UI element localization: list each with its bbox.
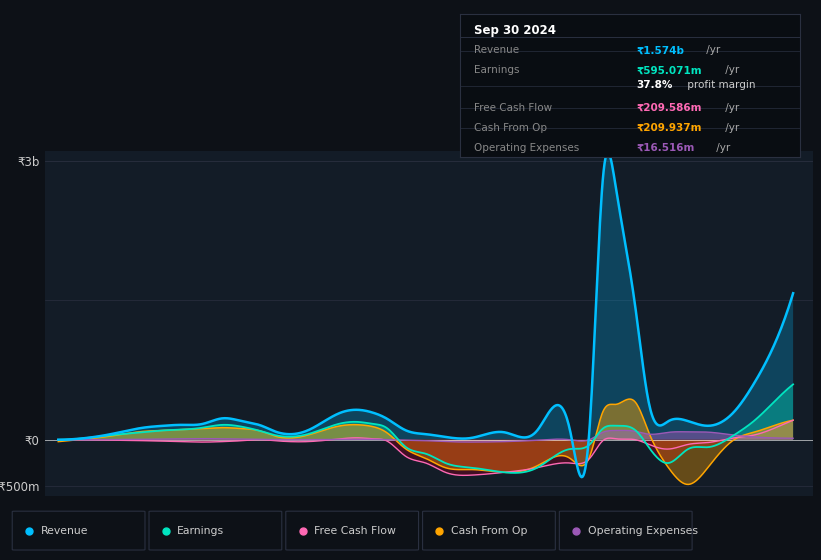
- Text: Revenue: Revenue: [474, 45, 519, 55]
- Text: /yr: /yr: [722, 102, 740, 113]
- Text: 37.8%: 37.8%: [637, 80, 673, 90]
- Text: Operating Expenses: Operating Expenses: [588, 526, 698, 535]
- Text: /yr: /yr: [704, 45, 721, 55]
- Text: /yr: /yr: [722, 123, 740, 133]
- FancyBboxPatch shape: [12, 511, 145, 550]
- Text: /yr: /yr: [713, 143, 730, 153]
- FancyBboxPatch shape: [423, 511, 555, 550]
- Text: ₹209.586m: ₹209.586m: [637, 102, 702, 113]
- Text: Earnings: Earnings: [177, 526, 224, 535]
- Text: ₹16.516m: ₹16.516m: [637, 143, 695, 153]
- Text: ₹595.071m: ₹595.071m: [637, 66, 703, 76]
- Text: Operating Expenses: Operating Expenses: [474, 143, 579, 153]
- Text: Revenue: Revenue: [40, 526, 88, 535]
- Text: Free Cash Flow: Free Cash Flow: [314, 526, 396, 535]
- FancyBboxPatch shape: [286, 511, 419, 550]
- Text: /yr: /yr: [722, 66, 740, 76]
- FancyBboxPatch shape: [559, 511, 692, 550]
- Text: Earnings: Earnings: [474, 66, 519, 76]
- Text: ₹209.937m: ₹209.937m: [637, 123, 702, 133]
- Text: Sep 30 2024: Sep 30 2024: [474, 24, 556, 37]
- Text: Cash From Op: Cash From Op: [474, 123, 547, 133]
- Text: ₹1.574b: ₹1.574b: [637, 45, 685, 55]
- Text: profit margin: profit margin: [685, 80, 756, 90]
- Text: Cash From Op: Cash From Op: [451, 526, 527, 535]
- Text: Free Cash Flow: Free Cash Flow: [474, 102, 552, 113]
- FancyBboxPatch shape: [149, 511, 282, 550]
